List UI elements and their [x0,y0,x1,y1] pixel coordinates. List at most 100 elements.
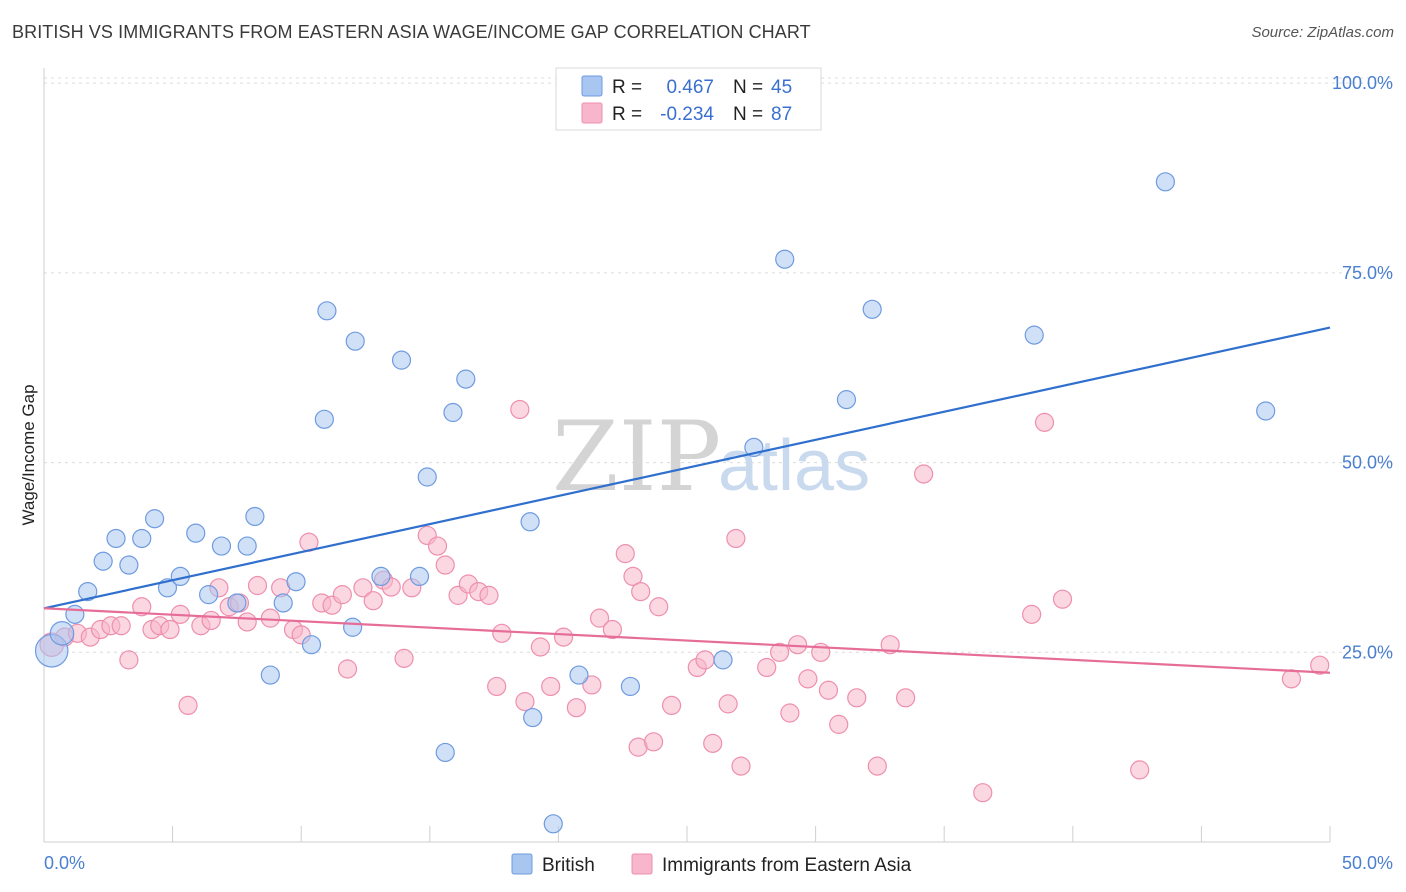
x-axis-ticks [43,826,1331,842]
british-point-21 [317,301,337,321]
immigrants-point-58 [649,597,669,617]
immigrants-point-67 [757,657,777,678]
immigrants-point-59 [643,732,664,752]
immigrants-point-81 [1022,604,1042,624]
british-point-15 [237,536,257,556]
british-point-32 [520,512,540,532]
british-point-6 [119,555,139,575]
watermark-atlas: atlas [718,426,870,506]
immigrants-point-53 [602,619,623,640]
immigrants-point-54 [615,544,635,564]
british-n-value: 45 [771,77,792,98]
source-label: Source: ZipAtlas.com [1251,24,1394,41]
british-point-44 [1256,401,1276,421]
british-point-27 [409,566,430,587]
immigrants-r-label: R = [612,104,642,125]
y-tick-label-50: 50.0% [1342,453,1393,473]
immigrants-point-83 [1052,589,1073,609]
british-point-31 [456,369,476,389]
immigrants-point-38 [435,555,455,575]
y-tick-label-25: 25.0% [1342,642,1393,662]
british-point-4 [93,551,113,571]
gridlines [44,77,1393,653]
british-points [34,172,1276,834]
immigrants-point-79 [914,464,934,484]
immigrants-point-85 [1281,669,1302,689]
british-point-23 [343,617,363,637]
british-point-12 [199,585,219,605]
british-trend-line [43,326,1331,610]
british-point-20 [301,635,322,655]
immigrants-trend-line [43,607,1331,674]
british-point-29 [435,742,455,763]
immigrants-point-65 [726,528,746,549]
immigrants-point-63 [703,733,723,753]
immigrants-point-64 [718,694,738,714]
immigrants-point-46 [515,692,535,712]
immigrants-bottom-swatch [631,853,653,875]
immigrants-point-82 [1034,412,1055,432]
immigrants-point-51 [582,675,602,695]
immigrants-point-13 [178,695,198,716]
british-point-43 [1155,172,1175,192]
british-point-36 [620,676,641,697]
chart-title: BRITISH VS IMMIGRANTS FROM EASTERN ASIA … [12,22,811,42]
immigrants-point-56 [631,581,651,602]
immigrants-point-78 [896,688,916,708]
british-point-7 [132,528,152,549]
british-point-33 [523,707,543,728]
immigrants-point-76 [867,756,887,776]
immigrants-point-11 [160,619,180,640]
immigrants-point-71 [798,669,818,689]
british-point-14 [227,593,247,613]
british-point-11 [186,523,206,543]
british-point-35 [569,665,589,685]
x-tick-label-min: 0.0% [44,853,85,873]
immigrants-point-52 [589,608,610,628]
y-tick-labels: 25.0% 50.0% 75.0% 100.0% [1332,73,1393,662]
immigrants-point-50 [566,698,587,718]
british-point-25 [371,566,391,587]
immigrants-n-value: 87 [771,104,792,125]
immigrants-legend-swatch [581,102,603,124]
british-point-37 [713,650,733,670]
british-point-1 [49,621,75,646]
british-point-22 [314,409,334,429]
immigrants-point-6 [111,616,131,636]
british-point-28 [417,467,437,487]
british-point-30 [443,402,463,423]
british-point-40 [836,390,857,410]
immigrants-point-48 [541,676,561,697]
immigrants-point-29 [337,659,358,679]
immigrants-point-55 [623,566,643,587]
immigrants-point-15 [201,610,221,631]
immigrants-point-80 [973,783,993,803]
immigrants-point-21 [260,608,280,628]
immigrants-point-77 [880,635,900,655]
immigrants-point-7 [119,650,139,670]
immigrants-point-31 [363,591,383,611]
immigrants-point-69 [780,703,800,723]
british-n-label: N = [733,77,763,98]
y-tick-label-75: 75.0% [1342,263,1393,283]
british-point-26 [391,350,412,370]
british-point-5 [106,528,126,549]
immigrants-point-62 [695,650,715,670]
british-point-18 [273,593,293,613]
british-r-value: 0.467 [666,77,714,98]
british-point-42 [1024,325,1044,345]
immigrants-point-74 [829,714,849,734]
british-point-17 [260,665,280,685]
british-legend-label: British [542,855,595,876]
immigrants-point-28 [332,585,352,605]
british-bottom-swatch [511,853,533,875]
immigrants-point-44 [492,623,512,643]
british-point-19 [286,572,306,592]
british-point-8 [144,509,165,529]
immigrants-point-20 [247,575,268,596]
immigrants-point-43 [487,676,507,697]
immigrants-legend-label: Immigrants from Eastern Asia [662,855,912,876]
british-legend-swatch [581,75,603,97]
x-tick-label-max: 50.0% [1342,853,1393,873]
